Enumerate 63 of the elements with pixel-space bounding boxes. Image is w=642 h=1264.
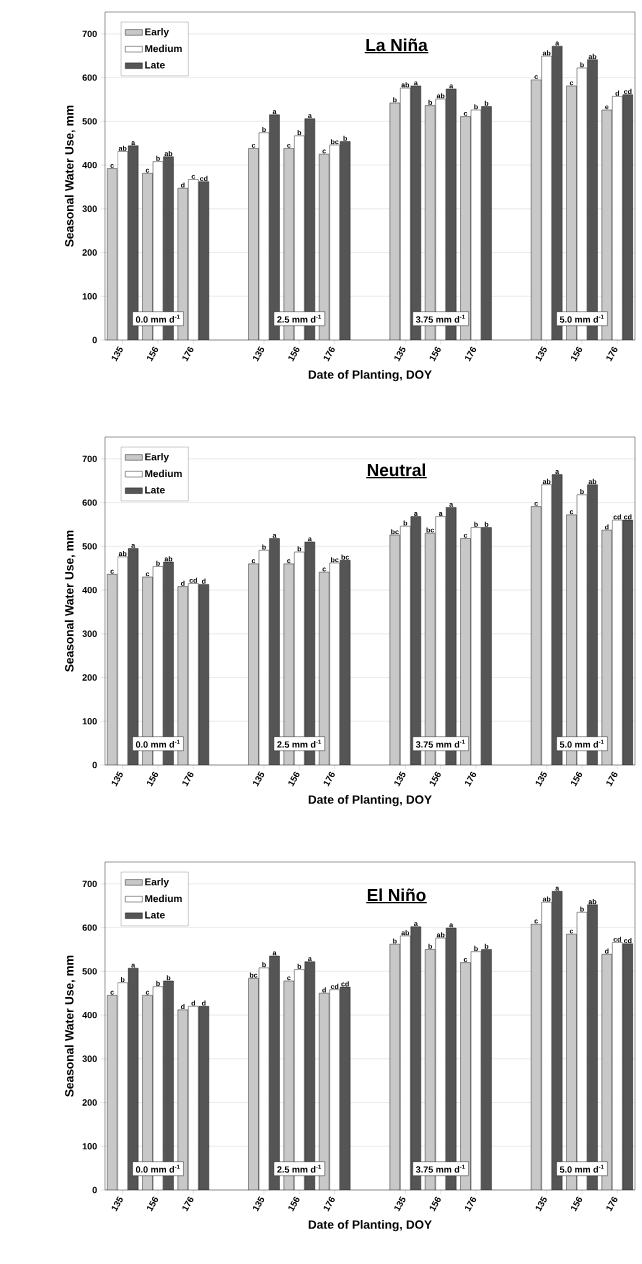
x-tick-label: 176 [606,1196,618,1212]
x-tick-label: 176 [606,346,618,362]
annotation: 3.75 mm d$^{-1}$ [415,314,465,323]
legend-label: Medium [145,894,182,903]
annotation: 0.0 mm d$^{-1}$ [135,1164,180,1173]
annotation: 2.5 mm d$^{-1}$ [277,314,322,323]
x-axis-title: Date of Planting, DOY [308,795,432,807]
y-tick-label: 600 [82,74,97,81]
text: La Niña [366,38,428,52]
y-tick-label: 200 [82,1099,97,1106]
y-axis-title: Seasonal Water Use, mm [64,530,76,672]
y-tick-label: 500 [82,543,97,550]
x-tick-label: 176 [606,771,618,787]
y-tick-label: 700 [82,455,97,463]
y-tick-label: 300 [82,205,97,212]
legend-label: Late [145,61,165,69]
legend-label: Late [145,911,165,919]
legend-label: Early [145,878,169,888]
y-tick-label: 200 [82,674,97,681]
y-axis-title: Seasonal Water Use, mm [64,105,76,247]
y-tick-label: 600 [82,924,97,931]
y-tick-label: 600 [82,499,97,506]
legend-label: Early [145,453,169,463]
y-tick-label: 300 [82,630,97,637]
x-axis-title: Date of Planting, DOY [308,370,432,382]
text: El Niño [367,888,426,902]
y-tick-label: 200 [82,249,97,256]
annotation: 2.5 mm d$^{-1}$ [277,1164,322,1173]
legend-label: Medium [145,469,182,478]
y-axis-title: Seasonal Water Use, mm [64,955,76,1097]
y-tick-label: 100 [82,293,97,300]
x-tick-label: 156 [288,771,300,787]
y-tick-label: 0 [92,761,97,769]
annotation: 5.0 mm d$^{-1}$ [559,739,604,748]
y-tick-label: 400 [82,1011,97,1019]
annotation: 5.0 mm d$^{-1}$ [559,1164,604,1173]
legend-label: Medium [145,44,182,53]
y-tick-label: 100 [82,1143,97,1150]
annotation: 5.0 mm d$^{-1}$ [559,314,604,323]
y-tick-label: 0 [92,1186,97,1194]
y-tick-label: 700 [82,880,97,888]
y-tick-label: 400 [82,586,97,594]
y-tick-label: 400 [82,161,97,169]
x-tick-label: 156 [288,1196,300,1212]
text: Neutral [367,463,426,477]
x-tick-label: 176 [182,346,194,362]
y-tick-label: 300 [82,1055,97,1062]
legend-label: Late [145,486,165,494]
y-tick-label: 0 [92,336,97,344]
legend-label: Early [145,28,169,38]
x-axis-title: Date of Planting, DOY [308,1220,432,1232]
annotation: 0.0 mm d$^{-1}$ [135,739,180,748]
x-tick-label: 176 [182,771,194,787]
x-tick-label: 176 [182,1196,194,1212]
y-tick-label: 100 [82,718,97,725]
y-tick-label: 700 [82,30,97,38]
annotation: 3.75 mm d$^{-1}$ [415,739,465,748]
y-tick-label: 500 [82,968,97,975]
x-tick-label: 156 [288,346,300,362]
y-tick-label: 500 [82,118,97,125]
annotation: 0.0 mm d$^{-1}$ [135,314,180,323]
annotation: 3.75 mm d$^{-1}$ [415,1164,465,1173]
annotation: 2.5 mm d$^{-1}$ [277,739,322,748]
